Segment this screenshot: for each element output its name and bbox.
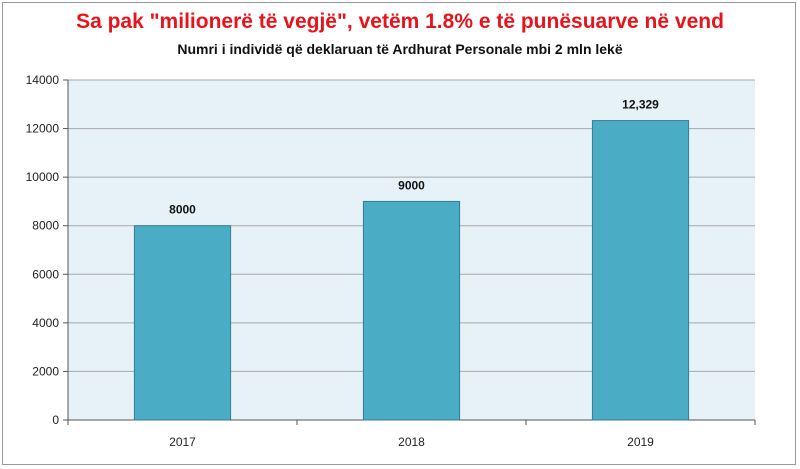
y-axis-ticks: 0 2000 4000 6000 8000 10000 12000 14000	[26, 73, 68, 427]
data-label: 12,329	[622, 98, 659, 112]
data-label: 9000	[398, 178, 425, 192]
y-tick-label: 12000	[26, 122, 60, 136]
bar	[591, 120, 690, 421]
bar	[133, 225, 232, 421]
y-tick-label: 10000	[26, 170, 60, 184]
x-tick-label: 2019	[627, 435, 654, 449]
y-tick-label: 4000	[32, 316, 59, 330]
chart-title: Sa pak "milionerë të vegjë", vetëm 1.8% …	[76, 10, 724, 33]
x-axis-labels: 2017 2018 2019	[169, 435, 654, 449]
y-tick-label: 0	[52, 413, 59, 427]
y-tick-label: 2000	[32, 364, 59, 378]
y-tick-label: 6000	[32, 267, 59, 281]
x-axis-ticks	[67, 420, 756, 425]
data-labels: 8000 9000 12,329	[169, 98, 659, 217]
x-tick-label: 2017	[169, 435, 196, 449]
y-tick-label: 8000	[32, 219, 59, 233]
bars	[133, 120, 690, 421]
data-label: 8000	[169, 203, 196, 217]
chart-subtitle: Numri i individë që deklaruan të Ardhura…	[177, 41, 623, 57]
bar	[362, 200, 461, 421]
x-tick-label: 2018	[398, 435, 425, 449]
y-tick-label: 14000	[26, 73, 60, 87]
